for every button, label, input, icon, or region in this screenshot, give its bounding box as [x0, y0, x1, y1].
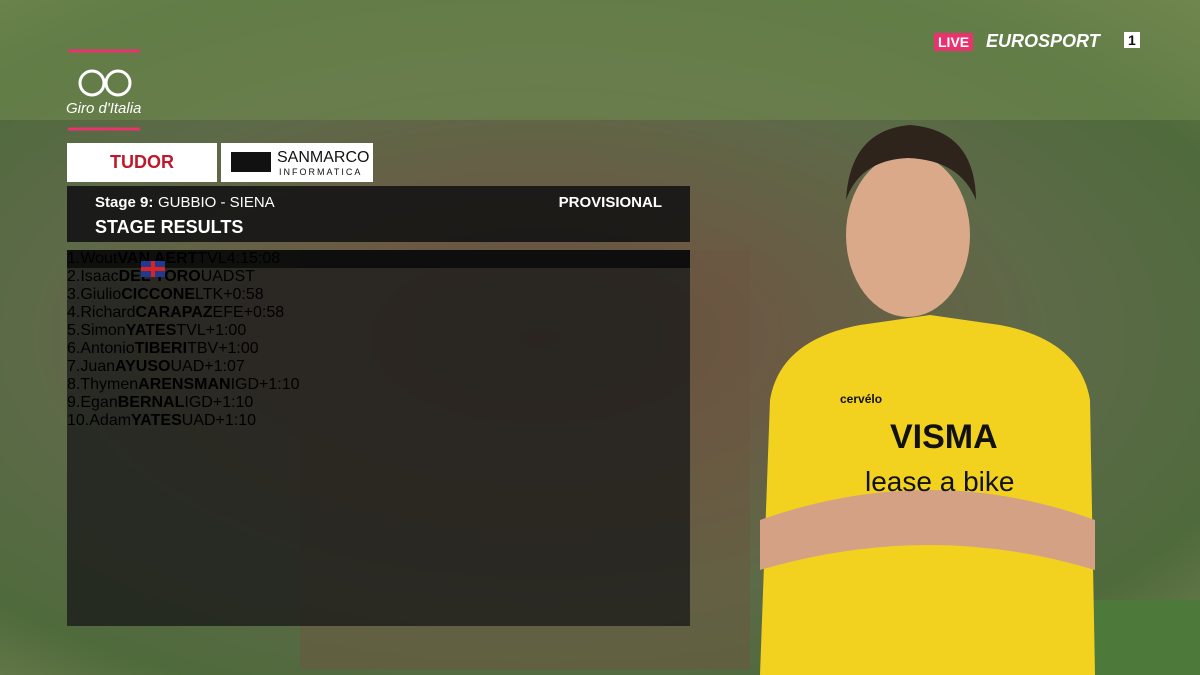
- last-name: CARAPAZ: [135, 304, 213, 321]
- jersey-bike: cervélo: [840, 392, 883, 406]
- last-name: AYUSO: [115, 358, 171, 375]
- team: UAD: [170, 358, 205, 375]
- sponsor-tudor: TUDOR: [67, 143, 217, 182]
- last-name: TIBERI: [134, 340, 188, 357]
- status: PROVISIONAL: [558, 194, 662, 211]
- flag-cross-v: [151, 261, 155, 277]
- last-name: CICCONE: [121, 286, 196, 303]
- team: IGD: [184, 394, 213, 411]
- flag: [141, 261, 165, 277]
- sponsor-sanmarco: SANMARCO INFORMATICA: [221, 143, 373, 182]
- last-name: BERNAL: [117, 394, 185, 411]
- result-row: 3. GiulioCICCONELTK+0:58: [67, 261, 690, 304]
- time: 4:15:08: [226, 250, 281, 267]
- results-panel: 1. WoutVAN AERTTVL4:15:08 2. IsaacDEL TOROU…: [67, 250, 690, 626]
- team: TVL: [197, 250, 227, 267]
- channel-number: 1: [1124, 32, 1140, 48]
- first-name: Thymen: [80, 376, 139, 393]
- time: +1:10: [259, 376, 300, 393]
- first-name: Egan: [80, 394, 118, 411]
- time: +1:00: [205, 322, 247, 339]
- team: TVL: [176, 322, 206, 339]
- time: +1:07: [204, 358, 245, 375]
- rank: 4.: [67, 304, 81, 321]
- last-name: YATES: [131, 412, 182, 429]
- time: +0:58: [243, 304, 285, 321]
- result-row: 7. JuanAYUSOUAD+1:07: [67, 261, 690, 376]
- time: +1:10: [215, 412, 256, 429]
- time: +0:58: [223, 286, 264, 303]
- team: IGD: [230, 376, 260, 393]
- giro-logo: [68, 49, 140, 131]
- result-row: 6. AntonioTIBERITBV+1:00: [67, 261, 690, 358]
- rank: 10.: [67, 412, 90, 429]
- team: UAD: [200, 268, 235, 285]
- jersey-sponsor: VISMA: [890, 418, 998, 456]
- jersey-sponsor-2: lease a bike: [865, 466, 1015, 497]
- channel-name: EUROSPORT: [986, 31, 1100, 51]
- first-name: Juan: [80, 358, 116, 375]
- time: ST: [234, 268, 255, 285]
- time: +1:10: [212, 394, 254, 411]
- result-row: 9. EganBERNALIGD+1:10: [67, 261, 690, 412]
- table-title: STAGE RESULTS: [95, 217, 244, 237]
- first-name: Adam: [89, 412, 132, 429]
- last-name: YATES: [125, 322, 177, 339]
- first-name: Isaac: [80, 268, 119, 285]
- result-row: 10. AdamYATESUAD+1:10: [67, 261, 690, 430]
- result-row: 1. WoutVAN AERTTVL4:15:08: [67, 250, 690, 277]
- first-name: Antonio: [80, 340, 135, 357]
- sanmarco-mark: [231, 152, 271, 172]
- race-logo: Giro d'Italia: [66, 100, 142, 117]
- rank: 5.: [67, 322, 81, 339]
- team: LTK: [195, 286, 224, 303]
- first-name: Richard: [80, 304, 136, 321]
- first-name: Simon: [80, 322, 126, 339]
- live-badge: LIVE: [934, 33, 974, 51]
- rank: 2.: [67, 268, 81, 285]
- rank: 9.: [67, 394, 81, 411]
- stage-number: Stage 9:: [95, 194, 154, 211]
- rank: 8.: [67, 376, 81, 393]
- sanmarco-sub: INFORMATICA: [279, 167, 363, 177]
- rank: 3.: [67, 286, 81, 303]
- result-row: 5. SimonYATESTVL+1:00: [67, 261, 690, 340]
- time: +1:00: [218, 340, 259, 357]
- last-name: VAN AERT: [117, 250, 198, 267]
- table-header: Stage 9: GUBBIO - SIENA PROVISIONAL STAG…: [67, 186, 690, 242]
- first-name: Wout: [80, 250, 118, 267]
- first-name: Giulio: [80, 286, 122, 303]
- rank: 1.: [67, 250, 81, 267]
- rank: 6.: [67, 340, 81, 357]
- result-row: 4. RichardCARAPAZEFE+0:58: [67, 261, 690, 322]
- rider-photo: [760, 125, 1095, 675]
- last-name: ARENSMAN: [138, 376, 231, 393]
- stage-route: GUBBIO - SIENA: [158, 194, 275, 211]
- result-row: 8. ThymenARENSMANIGD+1:10: [67, 261, 690, 394]
- rank: 7.: [67, 358, 81, 375]
- sanmarco-name: SANMARCO: [277, 149, 370, 166]
- team: TBV: [187, 340, 219, 357]
- team: EFE: [212, 304, 244, 321]
- team: UAD: [181, 412, 216, 429]
